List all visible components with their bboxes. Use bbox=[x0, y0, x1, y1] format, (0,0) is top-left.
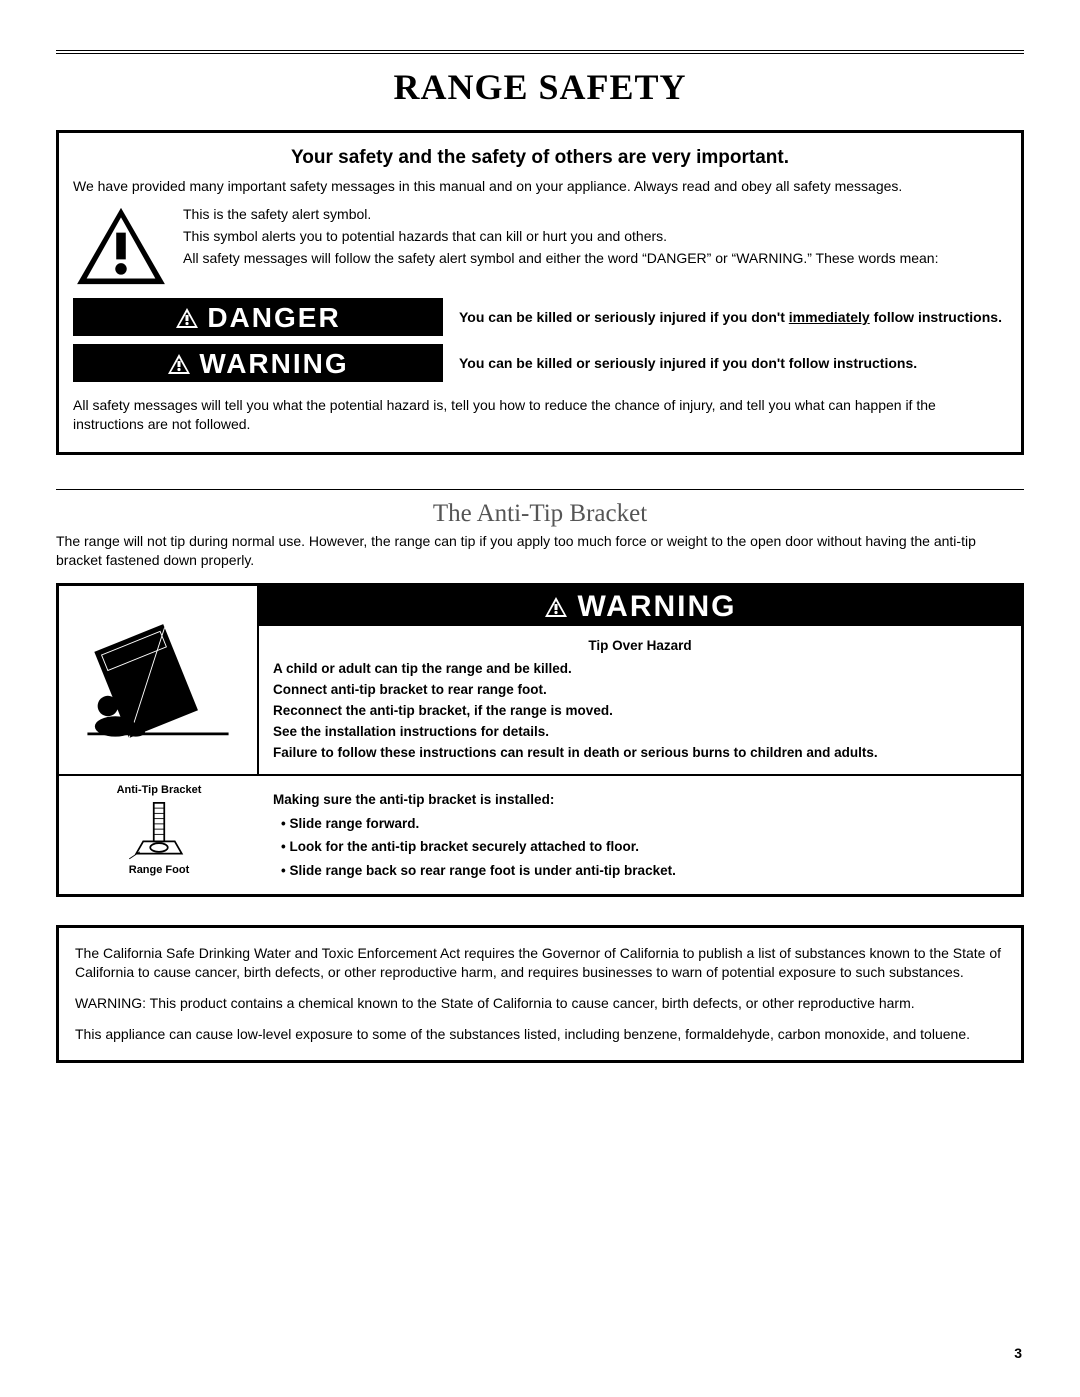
tip-top-row: WARNING Tip Over Hazard A child or adult… bbox=[59, 586, 1021, 774]
page-number: 3 bbox=[1014, 1345, 1022, 1361]
hazard-line: Connect anti-tip bracket to rear range f… bbox=[273, 680, 1007, 701]
warning-label: WARNING bbox=[73, 344, 443, 382]
safety-heading: Your safety and the safety of others are… bbox=[73, 147, 1007, 169]
warning-row: WARNING You can be killed or seriously i… bbox=[73, 344, 1007, 382]
alert-icon bbox=[167, 353, 191, 375]
tip-over-warning-box: WARNING Tip Over Hazard A child or adult… bbox=[56, 583, 1024, 897]
alert-icon bbox=[544, 596, 568, 618]
hazard-line: Reconnect the anti-tip bracket, if the r… bbox=[273, 701, 1007, 722]
safety-symbol-text: This is the safety alert symbol. This sy… bbox=[183, 204, 938, 288]
safety-importance-box: Your safety and the safety of others are… bbox=[56, 130, 1024, 455]
danger-text: You can be killed or seriously injured i… bbox=[443, 308, 1002, 326]
symbol-line1: This is the safety alert symbol. bbox=[183, 204, 938, 224]
bracket-illustration: Anti-Tip Bracket Range Foot bbox=[59, 776, 259, 895]
check-bullet: • Look for the anti-tip bracket securely… bbox=[281, 835, 1007, 859]
california-warning-box: The California Safe Drinking Water and T… bbox=[56, 925, 1024, 1063]
safety-footer: All safety messages will tell you what t… bbox=[73, 396, 1007, 434]
warning-word: WARNING bbox=[199, 350, 348, 378]
check-bullet: • Slide range back so rear range foot is… bbox=[281, 859, 1007, 883]
danger-word: DANGER bbox=[207, 304, 340, 332]
safety-alert-icon bbox=[73, 204, 169, 288]
ca-paragraph: The California Safe Drinking Water and T… bbox=[75, 944, 1005, 982]
ca-paragraph: WARNING: This product contains a chemica… bbox=[75, 994, 1005, 1013]
anti-tip-heading: The Anti-Tip Bracket bbox=[56, 500, 1024, 528]
tip-hazard-text: Tip Over Hazard A child or adult can tip… bbox=[259, 626, 1021, 774]
check-intro: Making sure the anti-tip bracket is inst… bbox=[273, 788, 1007, 812]
tip-over-illustration bbox=[59, 586, 259, 774]
ca-paragraph: This appliance can cause low-level expos… bbox=[75, 1025, 1005, 1044]
symbol-line3: All safety messages will follow the safe… bbox=[183, 248, 938, 268]
hazard-line: See the installation instructions for de… bbox=[273, 722, 1007, 743]
danger-label: DANGER bbox=[73, 298, 443, 336]
warning-text: You can be killed or seriously injured i… bbox=[443, 354, 917, 372]
tip-main-column: WARNING Tip Over Hazard A child or adult… bbox=[259, 586, 1021, 774]
hazard-line: Failure to follow these instructions can… bbox=[273, 743, 1007, 764]
install-check-text: Making sure the anti-tip bracket is inst… bbox=[259, 776, 1021, 895]
bracket-label-top: Anti-Tip Bracket bbox=[117, 784, 202, 796]
big-warning-bar: WARNING bbox=[259, 586, 1021, 626]
danger-row: DANGER You can be killed or seriously in… bbox=[73, 298, 1007, 336]
top-horizontal-rule bbox=[56, 50, 1024, 54]
anti-tip-intro: The range will not tip during normal use… bbox=[56, 532, 1024, 570]
hazard-title: Tip Over Hazard bbox=[273, 636, 1007, 657]
bracket-label-bottom: Range Foot bbox=[129, 864, 190, 876]
tip-bottom-row: Anti-Tip Bracket Range Foot Making sure … bbox=[59, 774, 1021, 895]
section-divider bbox=[56, 489, 1024, 490]
alert-icon bbox=[175, 307, 199, 329]
big-warning-word: WARNING bbox=[578, 590, 737, 624]
safety-intro: We have provided many important safety m… bbox=[73, 177, 1007, 196]
check-bullet: • Slide range forward. bbox=[281, 812, 1007, 836]
symbol-line2: This symbol alerts you to potential haza… bbox=[183, 226, 938, 246]
safety-symbol-row: This is the safety alert symbol. This sy… bbox=[73, 204, 1007, 288]
page-title: RANGE SAFETY bbox=[56, 66, 1024, 108]
hazard-line: A child or adult can tip the range and b… bbox=[273, 659, 1007, 680]
